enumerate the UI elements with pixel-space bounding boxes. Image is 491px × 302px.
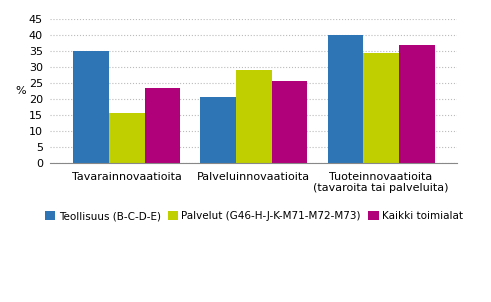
Legend: Teollisuus (B-C-D-E), Palvelut (G46-H-J-K-M71-M72-M73), Kaikki toimialat: Teollisuus (B-C-D-E), Palvelut (G46-H-J-… — [45, 211, 463, 221]
Bar — [144, 88, 180, 163]
Y-axis label: %: % — [15, 86, 26, 96]
Bar — [200, 97, 236, 163]
Bar — [109, 113, 144, 163]
Bar — [399, 45, 435, 163]
Bar — [236, 70, 272, 163]
Bar — [327, 35, 363, 163]
Bar — [272, 81, 307, 163]
Bar — [363, 53, 399, 163]
Bar — [73, 51, 109, 163]
